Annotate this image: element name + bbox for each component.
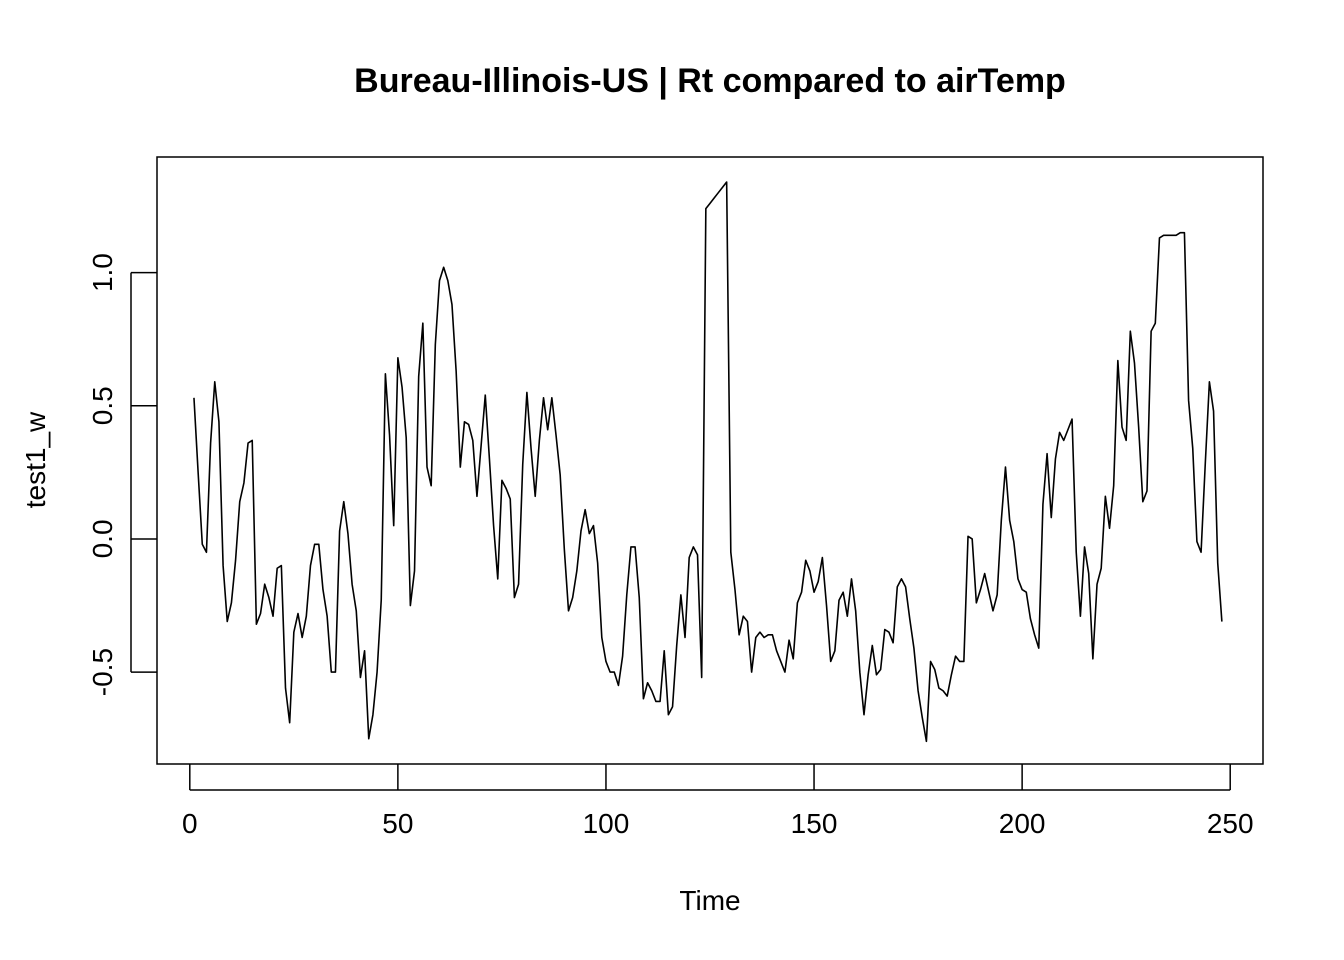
x-tick-label: 250 xyxy=(1207,808,1254,839)
x-tick-label: 150 xyxy=(791,808,838,839)
y-tick-label: 1.0 xyxy=(87,253,118,292)
plot-frame xyxy=(157,157,1263,764)
x-axis-label: Time xyxy=(679,885,740,916)
y-axis: -0.5 0.0 0.5 1.0 xyxy=(87,253,157,696)
y-tick-label: 0.0 xyxy=(87,519,118,558)
x-tick-label: 0 xyxy=(182,808,198,839)
x-tick-label: 200 xyxy=(999,808,1046,839)
series-line-0 xyxy=(194,182,1222,741)
series-layer xyxy=(194,182,1222,741)
x-tick-label: 100 xyxy=(583,808,630,839)
y-tick-label: 0.5 xyxy=(87,386,118,425)
y-axis-label: test1_w xyxy=(20,411,51,508)
chart-title: Bureau-Illinois-US | Rt compared to airT… xyxy=(354,62,1066,100)
x-tick-label: 50 xyxy=(382,808,413,839)
y-tick-label: -0.5 xyxy=(87,648,118,696)
x-axis: 0 50 100 150 200 250 xyxy=(182,764,1254,839)
